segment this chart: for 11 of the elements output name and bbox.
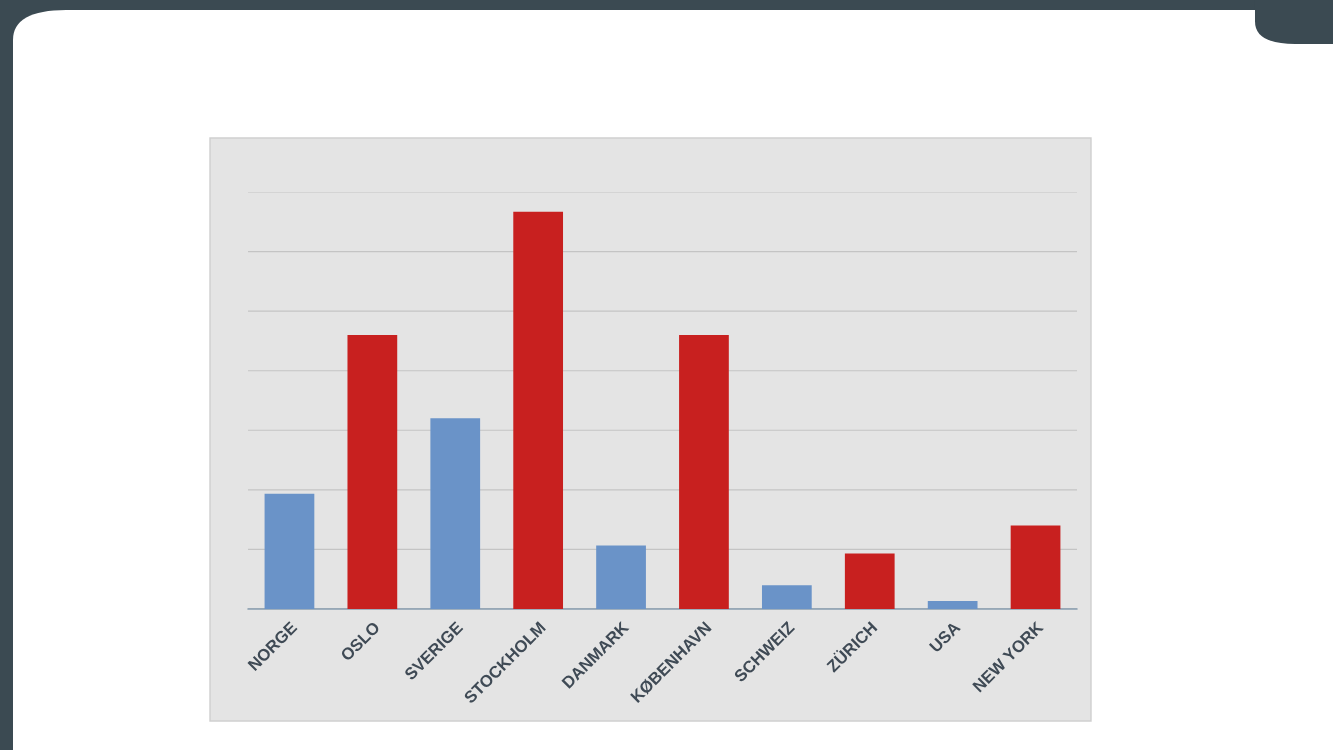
bar (844, 553, 895, 609)
bar (264, 493, 315, 609)
bar (927, 601, 978, 609)
bar (596, 545, 646, 609)
bar (679, 334, 729, 609)
bar (1010, 525, 1061, 609)
bar (761, 585, 812, 609)
bar (513, 211, 564, 609)
x-tick-label: USA (928, 620, 961, 653)
bar (347, 334, 398, 609)
bar (430, 418, 481, 609)
